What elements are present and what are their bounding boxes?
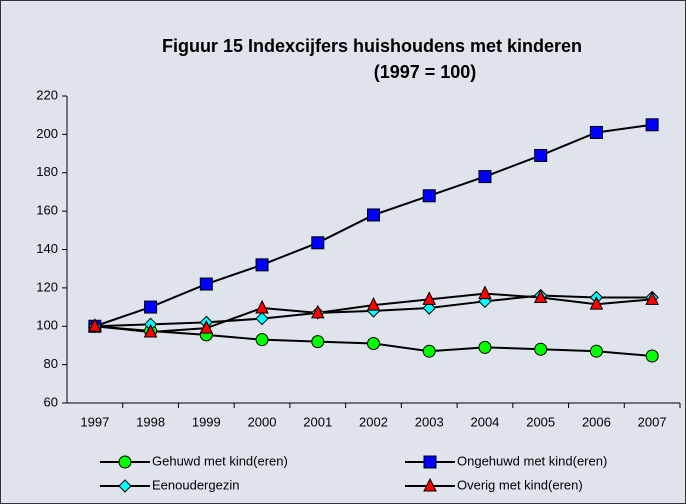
marker (255, 333, 269, 347)
legend-label: Eenoudergezin (152, 477, 239, 492)
marker (311, 236, 325, 250)
x-tick-label: 1998 (136, 414, 165, 429)
x-tick-label: 2007 (638, 414, 667, 429)
marker (422, 291, 437, 305)
y-tick-label: 100 (36, 318, 58, 333)
x-tick-label: 1999 (192, 414, 221, 429)
marker (422, 344, 436, 358)
chart-title: Figuur 15 Indexcijfers huishoudens met k… (162, 36, 582, 56)
marker (144, 300, 158, 314)
marker (589, 296, 604, 310)
marker (367, 337, 380, 351)
y-tick-label: 80 (44, 356, 58, 371)
marker (423, 477, 437, 492)
x-tick-label: 2006 (582, 414, 611, 429)
marker (143, 323, 158, 338)
marker (645, 118, 659, 132)
x-tick-label: 2005 (526, 414, 555, 429)
x-tick-label: 2000 (248, 414, 277, 429)
marker (423, 455, 437, 469)
legend-label: Gehuwd met kind(eren) (152, 453, 288, 468)
marker (478, 170, 492, 184)
marker (645, 349, 659, 363)
marker (366, 297, 381, 311)
chart-subtitle: (1997 = 100) (374, 62, 477, 82)
marker (199, 320, 214, 334)
x-tick-label: 2001 (303, 414, 332, 429)
marker (199, 277, 213, 291)
y-tick-label: 200 (36, 126, 58, 141)
legend-label: Overig met kind(eren) (457, 477, 583, 492)
marker (534, 148, 548, 162)
marker (367, 208, 380, 222)
marker (534, 342, 548, 356)
y-tick-label: 180 (36, 164, 58, 179)
marker (118, 455, 132, 469)
marker (533, 289, 548, 303)
marker (255, 311, 269, 326)
y-tick-label: 60 (44, 394, 58, 409)
y-tick-label: 120 (36, 279, 58, 294)
x-tick-label: 1997 (80, 414, 109, 429)
y-tick-label: 140 (36, 241, 58, 256)
legend-label: Ongehuwd met kind(eren) (457, 453, 607, 468)
marker (255, 299, 269, 314)
y-tick-label: 160 (36, 203, 58, 218)
marker (255, 258, 269, 272)
x-tick-label: 2004 (470, 414, 499, 429)
marker (310, 304, 325, 319)
x-tick-label: 2003 (415, 414, 444, 429)
x-tick-label: 2002 (359, 414, 388, 429)
marker (88, 318, 102, 332)
marker (589, 125, 603, 139)
marker (311, 335, 325, 349)
marker (645, 291, 659, 305)
marker (589, 344, 603, 358)
marker (478, 340, 492, 354)
y-tick-label: 220 (36, 87, 58, 102)
marker (478, 285, 492, 300)
marker (422, 189, 436, 203)
marker (422, 301, 436, 315)
marker (118, 479, 132, 493)
